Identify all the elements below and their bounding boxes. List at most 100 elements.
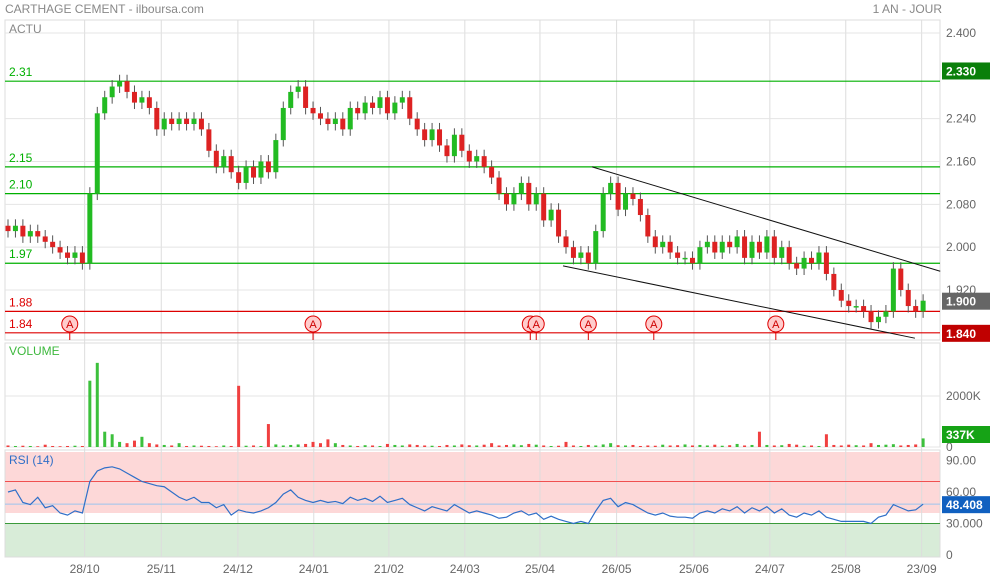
- candle-body: [251, 166, 257, 178]
- level-label: 2.15: [9, 151, 33, 165]
- volume-bar: [534, 444, 538, 447]
- candle-body: [801, 257, 807, 269]
- volume-bar: [259, 445, 263, 447]
- candle-body: [340, 118, 346, 130]
- event-marker-icon[interactable]: [767, 315, 785, 333]
- volume-bar: [51, 445, 55, 447]
- candle-body: [273, 140, 279, 173]
- level-label: 2.31: [9, 65, 33, 79]
- volume-bar: [185, 445, 189, 447]
- candle-body: [191, 118, 197, 125]
- volume-bar: [884, 444, 888, 447]
- volume-bar: [415, 444, 419, 447]
- volume-bar: [683, 444, 687, 447]
- candle-body: [898, 268, 904, 290]
- candle-body: [221, 156, 227, 167]
- volume-bar: [13, 445, 17, 447]
- event-marker-label: A: [309, 319, 317, 331]
- volume-bar: [772, 445, 776, 447]
- volume-bar: [281, 445, 285, 447]
- volume-bar: [728, 445, 732, 447]
- candle-body: [704, 241, 710, 248]
- rsi-panel-label: RSI (14): [9, 453, 54, 467]
- candle-body: [496, 177, 502, 194]
- volume-panel: [4, 342, 941, 448]
- volume-bar: [147, 443, 151, 447]
- candle-body: [50, 241, 56, 248]
- candle-body: [578, 252, 584, 258]
- candle-body: [838, 289, 844, 301]
- candle-body: [831, 273, 837, 290]
- candle-body: [370, 102, 376, 108]
- event-marker-icon[interactable]: [579, 315, 597, 333]
- candle-body: [154, 107, 160, 130]
- volume-bar: [631, 444, 635, 447]
- volume-bar: [356, 445, 360, 447]
- volume-bar: [854, 445, 858, 447]
- candle-body: [541, 193, 547, 221]
- candle-body: [526, 182, 532, 205]
- volume-bar: [36, 446, 40, 447]
- volume-bar: [311, 441, 315, 447]
- candle-body: [12, 225, 18, 232]
- volume-bar: [839, 445, 843, 447]
- candle-body: [317, 113, 323, 119]
- candle-body: [749, 241, 755, 258]
- volume-bar: [899, 445, 903, 447]
- candle-body: [392, 102, 398, 114]
- candle-body: [451, 134, 457, 157]
- volume-bar: [668, 445, 672, 447]
- volume-bar: [400, 445, 404, 447]
- volume-bar: [110, 434, 114, 447]
- volume-bar: [475, 445, 479, 447]
- volume-bar: [266, 424, 270, 447]
- candle-body: [742, 236, 748, 258]
- volume-bar: [780, 445, 784, 447]
- level-label: 1.97: [9, 247, 33, 261]
- volume-bar: [80, 445, 84, 447]
- candle-body: [518, 182, 524, 194]
- candle-body: [593, 231, 599, 264]
- volume-bar: [601, 444, 605, 447]
- rsi-tick-label: 90.00: [946, 454, 976, 468]
- volume-bar: [579, 445, 583, 447]
- volume-bar: [876, 444, 880, 447]
- event-marker-icon[interactable]: [61, 315, 79, 333]
- period-selector[interactable]: 1 AN - JOUR: [872, 2, 942, 16]
- price-panel-label: ACTU: [9, 22, 42, 36]
- volume-bar: [557, 445, 561, 447]
- volume-bar: [162, 444, 166, 447]
- event-marker-icon[interactable]: [304, 315, 322, 333]
- volume-bar: [765, 444, 769, 447]
- rsi-badge-bg: [942, 496, 990, 514]
- x-tick-label: 25/08: [831, 562, 861, 576]
- volume-bar: [378, 445, 382, 447]
- candle-body: [288, 91, 294, 108]
- x-tick-label: 24/07: [755, 562, 785, 576]
- volume-bar: [118, 441, 122, 447]
- candle-body: [533, 193, 539, 205]
- candle-body: [823, 252, 829, 274]
- price-tick-label: 2.080: [946, 197, 976, 211]
- volume-bar: [795, 444, 799, 447]
- volume-panel-label: VOLUME: [9, 344, 60, 358]
- volume-bar: [363, 445, 367, 447]
- volume-bar: [371, 445, 375, 447]
- price-badge: 2.330: [946, 64, 976, 78]
- volume-bar: [646, 445, 650, 447]
- volume-bar: [423, 445, 427, 447]
- volume-bar: [624, 445, 628, 447]
- candle-body: [652, 236, 658, 248]
- candle-body: [756, 241, 762, 253]
- candle-body: [570, 247, 576, 258]
- x-tick-label: 26/05: [602, 562, 632, 576]
- candle-body: [414, 118, 420, 130]
- candle-body: [124, 81, 130, 92]
- event-marker-icon[interactable]: [645, 315, 663, 333]
- event-marker-icon[interactable]: [527, 315, 545, 333]
- candle-body: [481, 156, 487, 167]
- volume-bar: [348, 445, 352, 447]
- candle-body: [429, 129, 435, 141]
- volume-bar: [869, 443, 873, 447]
- volume-bar: [914, 444, 918, 447]
